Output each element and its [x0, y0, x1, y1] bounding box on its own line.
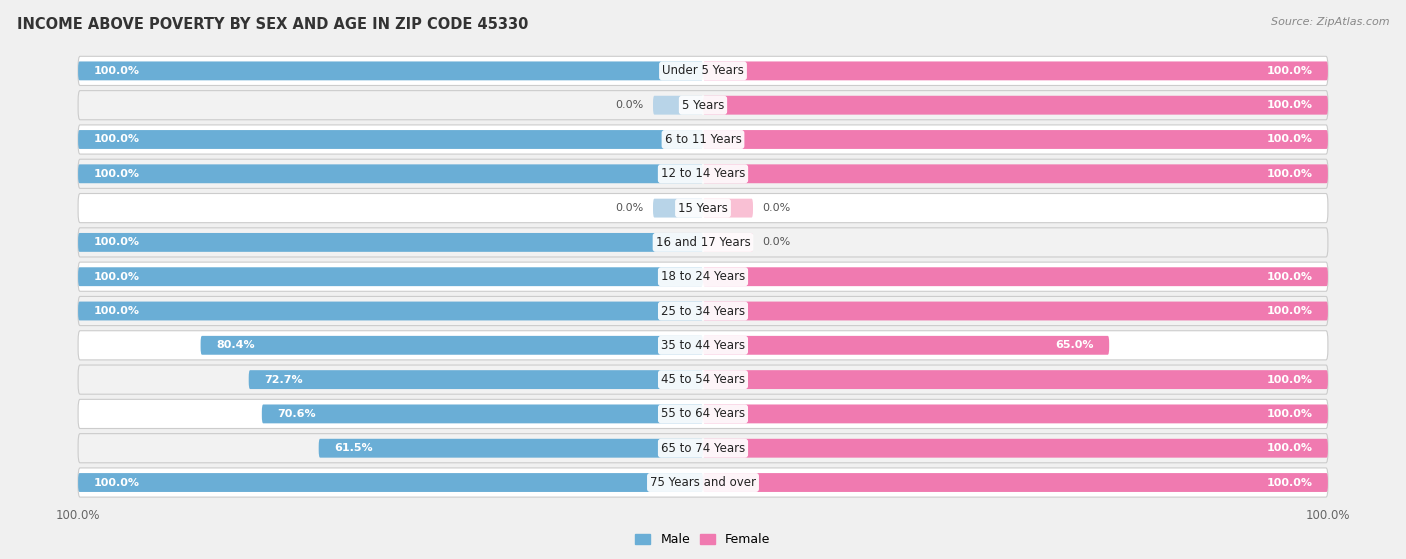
Text: 100.0%: 100.0%	[1267, 409, 1312, 419]
FancyBboxPatch shape	[79, 61, 703, 80]
FancyBboxPatch shape	[79, 193, 1327, 222]
FancyBboxPatch shape	[703, 439, 1327, 458]
Text: Under 5 Years: Under 5 Years	[662, 64, 744, 77]
FancyBboxPatch shape	[79, 228, 1327, 257]
FancyBboxPatch shape	[703, 130, 1327, 149]
Text: 100.0%: 100.0%	[1267, 477, 1312, 487]
Text: 80.4%: 80.4%	[217, 340, 254, 350]
FancyBboxPatch shape	[703, 336, 1109, 355]
Text: INCOME ABOVE POVERTY BY SEX AND AGE IN ZIP CODE 45330: INCOME ABOVE POVERTY BY SEX AND AGE IN Z…	[17, 17, 529, 32]
FancyBboxPatch shape	[652, 96, 703, 115]
FancyBboxPatch shape	[79, 331, 1327, 360]
Text: 100.0%: 100.0%	[1267, 272, 1312, 282]
FancyBboxPatch shape	[703, 301, 1327, 320]
FancyBboxPatch shape	[79, 125, 1327, 154]
Text: 75 Years and over: 75 Years and over	[650, 476, 756, 489]
FancyBboxPatch shape	[79, 130, 703, 149]
Text: 35 to 44 Years: 35 to 44 Years	[661, 339, 745, 352]
Text: 12 to 14 Years: 12 to 14 Years	[661, 167, 745, 181]
Text: 61.5%: 61.5%	[335, 443, 373, 453]
FancyBboxPatch shape	[703, 96, 1327, 115]
Text: 100.0%: 100.0%	[94, 135, 139, 144]
Text: 100.0%: 100.0%	[1267, 443, 1312, 453]
FancyBboxPatch shape	[703, 164, 1327, 183]
Text: 100.0%: 100.0%	[94, 169, 139, 179]
Text: 100.0%: 100.0%	[1267, 306, 1312, 316]
Text: 0.0%: 0.0%	[762, 238, 790, 248]
FancyBboxPatch shape	[703, 198, 754, 217]
FancyBboxPatch shape	[79, 159, 1327, 188]
FancyBboxPatch shape	[79, 473, 703, 492]
Text: 6 to 11 Years: 6 to 11 Years	[665, 133, 741, 146]
Text: 18 to 24 Years: 18 to 24 Years	[661, 270, 745, 283]
Text: 45 to 54 Years: 45 to 54 Years	[661, 373, 745, 386]
Text: 100.0%: 100.0%	[1267, 135, 1312, 144]
FancyBboxPatch shape	[703, 405, 1327, 423]
Text: 100.0%: 100.0%	[1267, 100, 1312, 110]
Text: 15 Years: 15 Years	[678, 202, 728, 215]
Text: 100.0%: 100.0%	[1267, 375, 1312, 385]
FancyBboxPatch shape	[703, 233, 754, 252]
Text: 65 to 74 Years: 65 to 74 Years	[661, 442, 745, 454]
FancyBboxPatch shape	[201, 336, 703, 355]
FancyBboxPatch shape	[703, 267, 1327, 286]
FancyBboxPatch shape	[79, 301, 703, 320]
Text: 100.0%: 100.0%	[1267, 66, 1312, 76]
Text: 0.0%: 0.0%	[762, 203, 790, 213]
Text: 100.0%: 100.0%	[94, 477, 139, 487]
FancyBboxPatch shape	[79, 262, 1327, 291]
FancyBboxPatch shape	[79, 91, 1327, 120]
Legend: Male, Female: Male, Female	[630, 528, 776, 551]
FancyBboxPatch shape	[652, 198, 703, 217]
Text: 55 to 64 Years: 55 to 64 Years	[661, 408, 745, 420]
FancyBboxPatch shape	[79, 267, 703, 286]
FancyBboxPatch shape	[703, 61, 1327, 80]
Text: 100.0%: 100.0%	[94, 306, 139, 316]
Text: 25 to 34 Years: 25 to 34 Years	[661, 305, 745, 318]
FancyBboxPatch shape	[262, 405, 703, 423]
Text: 100.0%: 100.0%	[94, 238, 139, 248]
FancyBboxPatch shape	[249, 370, 703, 389]
FancyBboxPatch shape	[703, 370, 1327, 389]
Text: 72.7%: 72.7%	[264, 375, 302, 385]
Text: 5 Years: 5 Years	[682, 99, 724, 112]
FancyBboxPatch shape	[79, 399, 1327, 429]
Text: 0.0%: 0.0%	[616, 203, 644, 213]
FancyBboxPatch shape	[79, 434, 1327, 463]
FancyBboxPatch shape	[319, 439, 703, 458]
Text: 100.0%: 100.0%	[94, 66, 139, 76]
Text: 0.0%: 0.0%	[616, 100, 644, 110]
Text: 100.0%: 100.0%	[94, 272, 139, 282]
Text: 65.0%: 65.0%	[1054, 340, 1094, 350]
FancyBboxPatch shape	[703, 473, 1327, 492]
Text: 16 and 17 Years: 16 and 17 Years	[655, 236, 751, 249]
FancyBboxPatch shape	[79, 56, 1327, 86]
Text: 100.0%: 100.0%	[1267, 169, 1312, 179]
FancyBboxPatch shape	[79, 164, 703, 183]
Text: 70.6%: 70.6%	[277, 409, 316, 419]
FancyBboxPatch shape	[79, 468, 1327, 497]
Text: Source: ZipAtlas.com: Source: ZipAtlas.com	[1271, 17, 1389, 27]
FancyBboxPatch shape	[79, 296, 1327, 325]
FancyBboxPatch shape	[79, 233, 703, 252]
FancyBboxPatch shape	[79, 365, 1327, 394]
